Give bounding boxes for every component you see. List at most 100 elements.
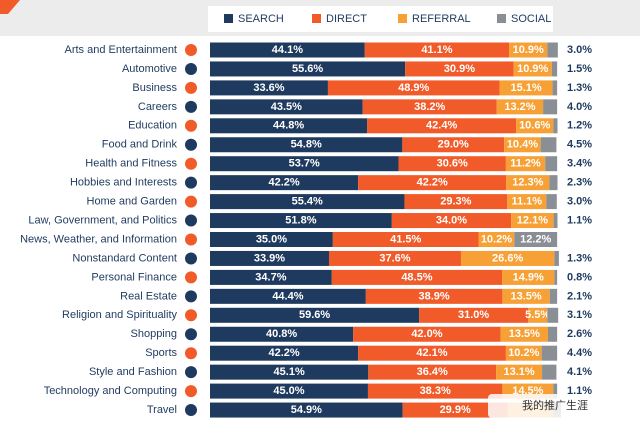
value-label: 59.6% xyxy=(299,309,330,321)
value-label: 1.2% xyxy=(567,120,592,132)
bar-segment xyxy=(210,402,403,418)
category-label: Education xyxy=(128,120,177,132)
category-label: Health and Fitness xyxy=(85,158,177,170)
bar-segment xyxy=(460,250,555,266)
value-label: 37.6% xyxy=(379,252,410,264)
category-icon xyxy=(185,385,197,398)
bar-segment xyxy=(210,307,420,323)
bar-segment xyxy=(328,250,461,266)
value-label: 4.0% xyxy=(567,101,592,113)
value-label: 3.1% xyxy=(567,309,592,321)
bar-segment xyxy=(358,345,506,361)
category-icon xyxy=(185,233,197,246)
bar-segment xyxy=(362,99,497,115)
bar-segment xyxy=(210,345,359,361)
category-label: Home and Garden xyxy=(87,196,178,208)
value-label: 42.2% xyxy=(268,177,299,189)
bar-segment xyxy=(210,326,354,342)
category-label: Personal Finance xyxy=(91,271,177,283)
value-label: 2.3% xyxy=(567,177,592,189)
category-icon xyxy=(185,347,197,360)
value-label: 4.1% xyxy=(567,366,592,378)
bar-segment xyxy=(514,232,558,247)
value-label: 41.5% xyxy=(390,233,421,245)
value-label: 15.1% xyxy=(510,82,541,94)
category-label: News, Weather, and Information xyxy=(20,233,177,245)
bar-segment xyxy=(419,307,529,323)
category-label: Technology and Computing xyxy=(44,385,177,397)
bar-segment xyxy=(478,232,515,247)
category-icon xyxy=(185,138,197,151)
bar-segment xyxy=(368,364,497,380)
bar-segment xyxy=(364,42,510,58)
value-label: 0.8% xyxy=(567,271,592,283)
bar-segment xyxy=(546,194,557,210)
category-icon xyxy=(185,81,197,94)
bar-segment xyxy=(210,80,328,96)
value-label: 38.2% xyxy=(414,101,445,113)
value-label: 51.8% xyxy=(285,214,316,226)
bar-segment xyxy=(505,345,542,361)
value-label: 42.2% xyxy=(268,347,299,359)
bar-segment xyxy=(210,61,406,77)
watermark: 我的推广生涯 xyxy=(522,398,588,412)
value-label: 42.1% xyxy=(416,347,447,359)
legend-swatch xyxy=(497,14,506,23)
value-label: 13.1% xyxy=(503,366,534,378)
category-label: Law, Government, and Politics xyxy=(28,214,177,226)
category-label: Careers xyxy=(138,101,178,113)
value-label: 10.9% xyxy=(517,63,548,75)
value-label: 33.6% xyxy=(253,82,284,94)
category-icon xyxy=(185,214,197,227)
value-label: 44.1% xyxy=(272,44,303,56)
bar-segment xyxy=(528,307,548,323)
value-label: 42.0% xyxy=(411,328,442,340)
value-label: 1.5% xyxy=(567,63,592,75)
value-label: 3.0% xyxy=(567,196,592,208)
bar-segment xyxy=(353,326,501,342)
value-label: 29.0% xyxy=(438,139,469,151)
legend-swatch xyxy=(312,14,321,23)
bar-segment xyxy=(540,137,557,153)
bar-segment xyxy=(499,80,553,96)
value-label: 13.5% xyxy=(509,328,540,340)
bar-segment xyxy=(507,194,547,210)
value-label: 3.0% xyxy=(567,44,592,56)
value-label: 31.0% xyxy=(458,309,489,321)
value-label: 48.9% xyxy=(398,82,429,94)
value-label: 30.6% xyxy=(437,158,468,170)
category-icon xyxy=(185,195,197,208)
legend-label: REFERRAL xyxy=(412,13,471,25)
value-label: 44.4% xyxy=(272,290,303,302)
bar-segment xyxy=(541,345,558,361)
value-label: 10.9% xyxy=(513,44,544,56)
value-label: 10.4% xyxy=(507,139,538,151)
value-label: 10.2% xyxy=(481,233,512,245)
bar-segment xyxy=(504,137,541,153)
value-label: 36.4% xyxy=(417,366,448,378)
bar-segment xyxy=(398,156,506,172)
bar-segment xyxy=(367,383,503,399)
value-label: 35.0% xyxy=(256,233,287,245)
value-label: 13.2% xyxy=(504,101,535,113)
value-label: 1.3% xyxy=(567,82,592,94)
category-icon xyxy=(185,328,197,341)
value-label: 13.5% xyxy=(510,290,541,302)
bar-segment xyxy=(210,288,366,304)
bar-segment xyxy=(543,99,558,115)
value-label: 48.5% xyxy=(401,271,432,283)
category-label: Hobbies and Interests xyxy=(70,177,178,189)
bar-segment xyxy=(506,175,550,191)
value-label: 45.1% xyxy=(274,366,305,378)
bar-segment xyxy=(210,269,332,285)
bar-segment xyxy=(210,213,392,229)
legend-label: SEARCH xyxy=(238,13,284,25)
category-icon xyxy=(185,157,197,170)
bar-segment xyxy=(402,137,505,153)
category-label: Sports xyxy=(145,347,177,359)
bar-segment xyxy=(210,42,365,58)
value-label: 10.6% xyxy=(519,120,550,132)
value-label: 42.2% xyxy=(417,177,448,189)
value-label: 33.9% xyxy=(254,252,285,264)
bar-segment xyxy=(553,118,558,134)
